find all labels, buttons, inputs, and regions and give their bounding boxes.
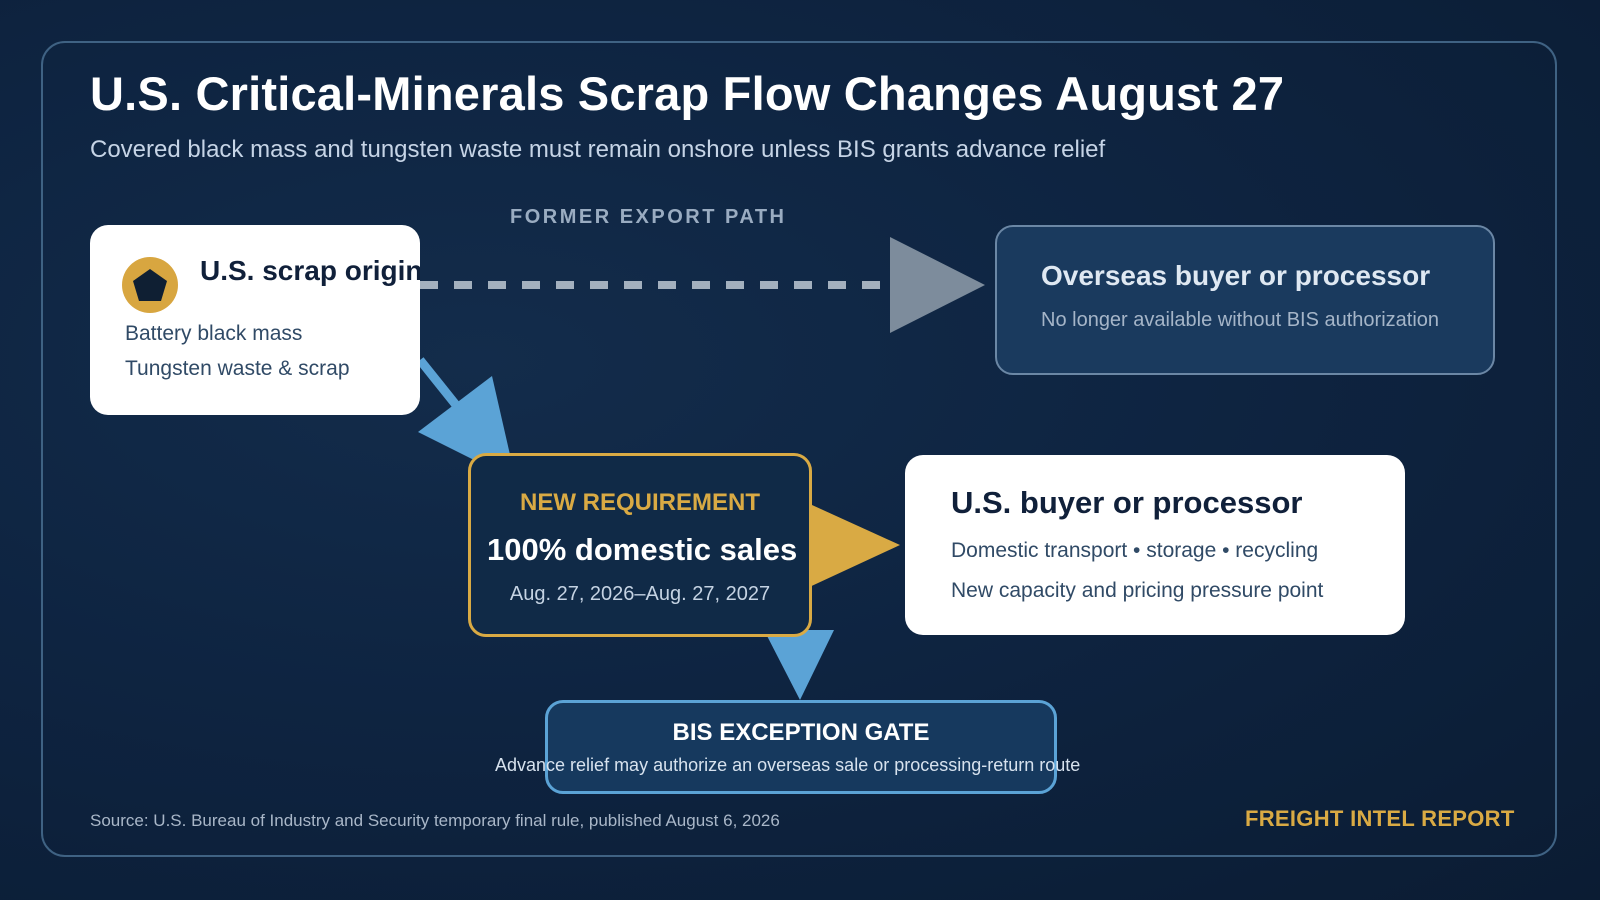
bis-exception-gate-card: BIS EXCEPTION GATE bbox=[545, 700, 1057, 794]
gate-note: Advance relief may authorize an overseas… bbox=[495, 755, 1081, 775]
domestic-card: U.S. buyer or processor Domestic transpo… bbox=[905, 455, 1405, 635]
pentagon-icon bbox=[122, 257, 178, 313]
overseas-note: No longer available without BIS authoriz… bbox=[1041, 309, 1440, 331]
requirement-eyebrow: NEW REQUIREMENT bbox=[520, 489, 760, 516]
content-frame bbox=[41, 41, 1557, 857]
domestic-title: U.S. buyer or processor bbox=[951, 485, 1303, 520]
overseas-card: Overseas buyer or processor No longer av… bbox=[995, 225, 1495, 375]
origin-title: U.S. scrap origin bbox=[200, 255, 420, 286]
requirement-dates: Aug. 27, 2026–Aug. 27, 2027 bbox=[509, 583, 771, 605]
overseas-title: Overseas buyer or processor bbox=[1041, 260, 1431, 291]
domestic-line-1: Domestic transport • storage • recycling bbox=[951, 539, 1319, 562]
gate-title: BIS EXCEPTION GATE bbox=[672, 719, 930, 746]
requirement-main: 100% domestic sales bbox=[487, 532, 798, 567]
brand-logo-text: FREIGHT INTEL REPORT bbox=[1245, 806, 1515, 831]
former-export-path-label: FORMER EXPORT PATH bbox=[510, 206, 787, 228]
origin-item-black-mass: Battery black mass bbox=[125, 322, 303, 345]
page-subtitle: Covered black mass and tungsten waste mu… bbox=[90, 136, 1106, 163]
domestic-line-2: New capacity and pricing pressure point bbox=[951, 579, 1324, 602]
origin-item-tungsten: Tungsten waste & scrap bbox=[125, 357, 350, 380]
origin-card: U.S. scrap origin Battery black mass Tun… bbox=[90, 225, 420, 415]
page-title: U.S. Critical-Minerals Scrap Flow Change… bbox=[90, 67, 1285, 120]
source-note: Source: U.S. Bureau of Industry and Secu… bbox=[90, 811, 780, 830]
requirement-card: NEW REQUIREMENT 100% domestic sales Aug.… bbox=[468, 453, 812, 637]
